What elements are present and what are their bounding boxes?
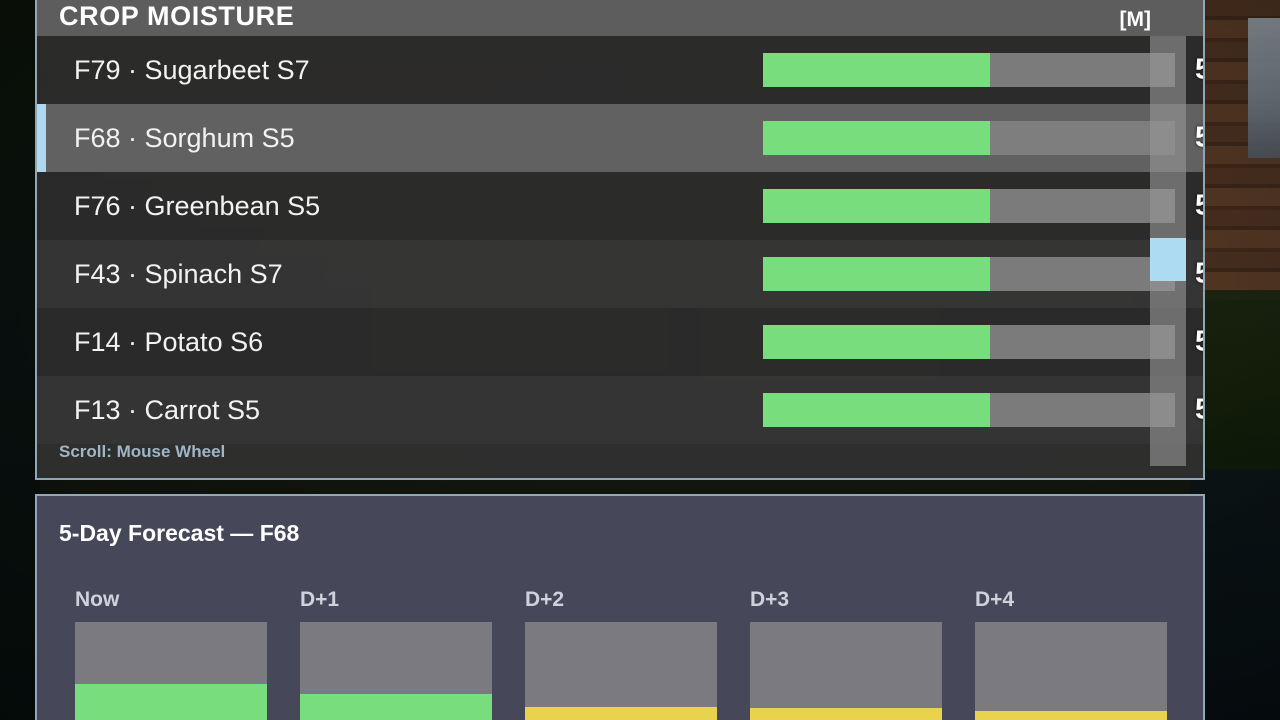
backdrop-grass-lower xyxy=(1190,290,1280,490)
forecast-day-label: D+4 xyxy=(975,588,1015,611)
forecast-bar-track xyxy=(975,622,1167,720)
crop-row[interactable]: F79 · Sugarbeet S7 55% xyxy=(37,36,1203,104)
moisture-unit-label: [M] xyxy=(1119,8,1151,31)
moisture-bar-track xyxy=(763,53,1175,87)
forecast-card: D+1 xyxy=(300,588,492,720)
crop-row[interactable]: F43 · Spinach S7 55% xyxy=(37,240,1203,308)
moisture-bar-track xyxy=(763,325,1175,359)
moisture-bar-fill xyxy=(763,53,990,87)
moisture-bar-fill xyxy=(763,257,990,291)
moisture-bar-fill xyxy=(763,189,990,223)
forecast-card: D+4 xyxy=(975,588,1167,720)
crop-row-label: F43 · Spinach S7 xyxy=(74,258,283,289)
crop-row-label: F76 · Greenbean S5 xyxy=(74,190,321,221)
page-title: CROP MOISTURE xyxy=(59,1,295,31)
crop-moisture-list[interactable]: F79 · Sugarbeet S7 55% F68 · Sorghum S5 55%… xyxy=(37,36,1203,478)
crop-row[interactable]: F13 · Carrot S5 55% xyxy=(37,376,1203,444)
forecast-bar-track xyxy=(75,622,267,720)
forecast-bar-track xyxy=(300,622,492,720)
moisture-percent-label: 55% xyxy=(1195,326,1203,359)
backdrop-night-ground xyxy=(1190,470,1280,720)
moisture-bar-track xyxy=(763,121,1175,155)
forecast-day-label: Now xyxy=(75,588,120,611)
backdrop-foliage-left xyxy=(0,0,40,720)
crop-row-label: F68 · Sorghum S5 xyxy=(74,122,295,153)
forecast-card: D+2 xyxy=(525,588,717,720)
forecast-bar-fill xyxy=(750,708,942,720)
crop-moisture-panel: CROP MOISTURE [M] F79 · Sugarbeet S755%F… xyxy=(35,0,1205,480)
vertical-scrollbar-thumb[interactable] xyxy=(1150,238,1186,281)
crop-row[interactable]: F14 · Potato S6 55% xyxy=(37,308,1203,376)
backdrop-metal-panel xyxy=(1248,18,1280,158)
moisture-percent-label: 55% xyxy=(1195,394,1203,427)
crop-row[interactable]: F68 · Sorghum S5 55% xyxy=(37,104,1203,172)
forecast-card: Now xyxy=(75,588,267,720)
moisture-bar-track xyxy=(763,257,1175,291)
forecast-day-label: D+1 xyxy=(300,588,340,611)
moisture-percent-label: 55% xyxy=(1195,122,1203,155)
forecast-day-label: D+2 xyxy=(525,588,565,611)
crop-row-label: F79 · Sugarbeet S7 xyxy=(74,54,310,85)
moisture-bar-track xyxy=(763,189,1175,223)
row-selection-accent xyxy=(37,104,46,172)
forecast-card: D+3 xyxy=(750,588,942,720)
forecast-card-list: Now D+1 D+2 D+3 D+4 xyxy=(75,588,1175,720)
scroll-hint-label: Scroll: Mouse Wheel xyxy=(59,442,226,461)
moisture-percent-label: 55% xyxy=(1195,54,1203,87)
forecast-bar-track xyxy=(750,622,942,720)
forecast-bar-track xyxy=(525,622,717,720)
forecast-bar-fill xyxy=(75,684,267,720)
moisture-bar-fill xyxy=(763,393,990,427)
forecast-panel: 5-Day Forecast — F68 Now D+1 D+2 D+3 D+4 xyxy=(35,494,1205,720)
forecast-bar-fill xyxy=(300,694,492,720)
forecast-day-label: D+3 xyxy=(750,588,790,611)
crop-row[interactable]: F76 · Greenbean S5 55% xyxy=(37,172,1203,240)
moisture-bar-fill xyxy=(763,121,990,155)
crop-moisture-header: CROP MOISTURE [M] xyxy=(37,0,1203,36)
forecast-bar-fill xyxy=(975,710,1167,720)
moisture-percent-label: 55% xyxy=(1195,258,1203,291)
crop-row-label: F14 · Potato S6 xyxy=(74,326,264,357)
forecast-title: 5-Day Forecast — F68 xyxy=(59,520,300,546)
moisture-bar-fill xyxy=(763,325,990,359)
moisture-percent-label: 55% xyxy=(1195,190,1203,223)
crop-row-label: F13 · Carrot S5 xyxy=(74,394,261,425)
moisture-bar-track xyxy=(763,393,1175,427)
forecast-bar-fill xyxy=(525,707,717,720)
